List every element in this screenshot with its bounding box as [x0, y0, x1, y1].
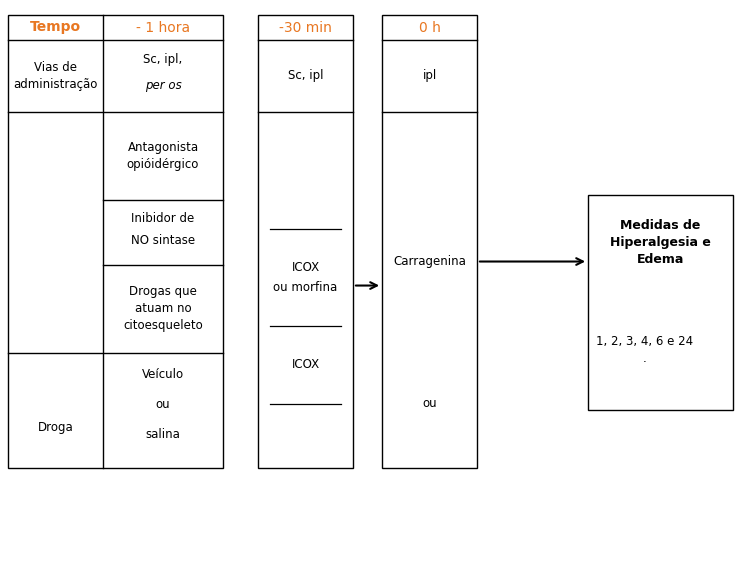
Text: ICOX: ICOX — [291, 359, 319, 371]
Text: ICOX: ICOX — [291, 261, 319, 274]
Text: NO sintase: NO sintase — [131, 234, 195, 247]
Text: ou morfina: ou morfina — [273, 281, 338, 294]
Text: per os: per os — [144, 79, 182, 93]
Bar — [258, 15, 353, 468]
Bar — [8, 15, 223, 468]
Bar — [382, 15, 477, 468]
Text: ou: ou — [422, 398, 436, 410]
Text: Antagonista
opióidérgico: Antagonista opióidérgico — [127, 141, 199, 171]
Text: Sc, ipl,: Sc, ipl, — [143, 54, 182, 66]
Text: salina: salina — [145, 429, 181, 441]
Text: 1, 2, 3, 4, 6 e 24
.: 1, 2, 3, 4, 6 e 24 . — [596, 335, 693, 365]
Bar — [588, 195, 733, 410]
Text: Carragenina: Carragenina — [393, 255, 466, 268]
Text: ou: ou — [156, 399, 170, 412]
Text: Drogas que
atuam no
citoesqueleto: Drogas que atuam no citoesqueleto — [123, 286, 203, 332]
Text: Sc, ipl: Sc, ipl — [288, 69, 323, 83]
Text: Droga: Droga — [38, 422, 73, 434]
Text: - 1 hora: - 1 hora — [136, 20, 190, 34]
Text: Medidas de
Hiperalgesia e
Edema: Medidas de Hiperalgesia e Edema — [610, 219, 711, 266]
Text: -30 min: -30 min — [279, 20, 332, 34]
Text: Tempo: Tempo — [30, 20, 81, 34]
Text: 0 h: 0 h — [419, 20, 440, 34]
Text: Vias de
administração: Vias de administração — [13, 61, 98, 91]
Text: Veículo: Veículo — [142, 368, 184, 381]
Text: Inibidor de: Inibidor de — [131, 212, 195, 224]
Text: ipl: ipl — [422, 69, 436, 83]
